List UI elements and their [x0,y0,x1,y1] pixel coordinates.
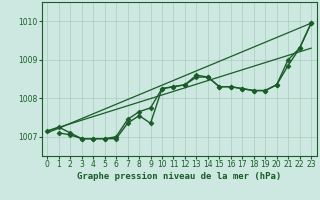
X-axis label: Graphe pression niveau de la mer (hPa): Graphe pression niveau de la mer (hPa) [77,172,281,181]
